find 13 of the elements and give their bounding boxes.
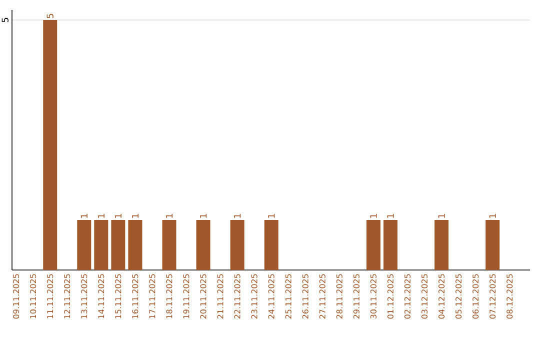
data-label: 1 bbox=[489, 214, 496, 218]
data-label: 1 bbox=[370, 214, 377, 218]
data-label: 1 bbox=[114, 214, 122, 218]
data-label: 1 bbox=[268, 214, 275, 218]
data-label: 1 bbox=[387, 214, 394, 218]
data-label: 1 bbox=[80, 214, 88, 218]
data-label: 1 bbox=[166, 214, 173, 218]
data-label: 1 bbox=[438, 214, 445, 218]
data-label: 5 bbox=[46, 14, 54, 18]
data-label: 1 bbox=[132, 214, 138, 218]
data-label: 1 bbox=[200, 214, 207, 218]
data-label: 1 bbox=[234, 214, 241, 218]
data-label: 1 bbox=[98, 214, 104, 218]
